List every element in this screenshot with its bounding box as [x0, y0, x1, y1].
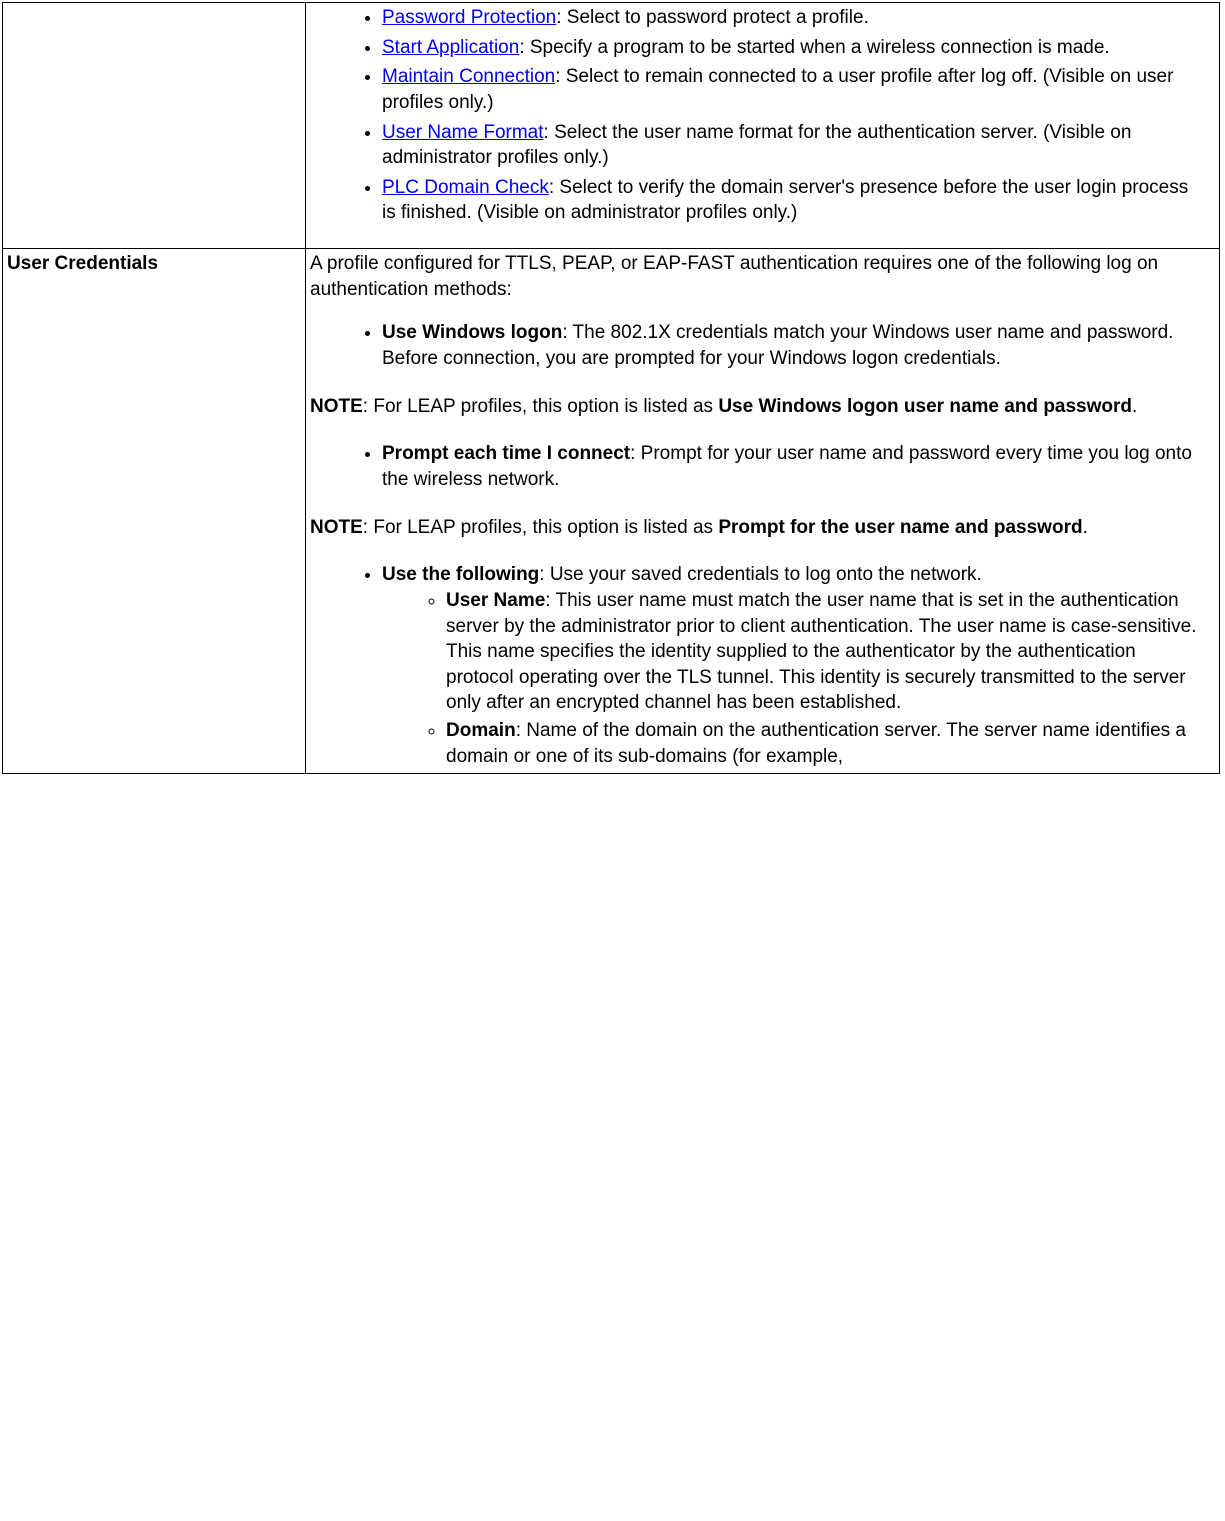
note-mid: : For LEAP profiles, this option is list…	[363, 517, 719, 538]
option-bold: Use the following	[382, 564, 539, 585]
list-item: Prompt each time I connect: Prompt for y…	[382, 441, 1205, 492]
list-item: Start Application: Specify a program to …	[382, 35, 1205, 61]
password-protection-link[interactable]: Password Protection	[382, 7, 556, 28]
list-item: Use the following: Use your saved creden…	[382, 562, 1205, 769]
maintain-connection-link[interactable]: Maintain Connection	[382, 66, 555, 87]
note-bold: Prompt for the user name and password	[718, 517, 1082, 538]
item-text: : Select to password protect a profile.	[556, 7, 869, 28]
settings-table: Password Protection: Select to password …	[2, 2, 1220, 774]
advanced-options-list: Password Protection: Select to password …	[348, 5, 1215, 226]
user-credentials-label: User Credentials	[3, 249, 306, 774]
sub-text: : This user name must match the user nam…	[446, 590, 1197, 714]
list-item: User Name Format: Select the user name f…	[382, 120, 1205, 171]
list-item: User Name: This user name must match the…	[446, 588, 1205, 716]
sub-bold: Domain	[446, 720, 516, 741]
user-name-format-link[interactable]: User Name Format	[382, 122, 544, 143]
option-bold: Use Windows logon	[382, 322, 562, 343]
option-bold: Prompt each time I connect	[382, 443, 630, 464]
note-1: NOTE: For LEAP profiles, this option is …	[310, 394, 1215, 420]
row-1-content-cell: Password Protection: Select to password …	[306, 3, 1220, 249]
use-following-sublist: User Name: This user name must match the…	[412, 588, 1205, 769]
credentials-intro: A profile configured for TTLS, PEAP, or …	[310, 251, 1215, 302]
list-item: Maintain Connection: Select to remain co…	[382, 64, 1205, 115]
note-2: NOTE: For LEAP profiles, this option is …	[310, 515, 1215, 541]
note-post: .	[1132, 396, 1137, 417]
note-mid: : For LEAP profiles, this option is list…	[363, 396, 719, 417]
sub-bold: User Name	[446, 590, 545, 611]
note-post: .	[1083, 517, 1088, 538]
row-1-label-cell	[3, 3, 306, 249]
plc-domain-check-link[interactable]: PLC Domain Check	[382, 177, 549, 198]
user-credentials-content: A profile configured for TTLS, PEAP, or …	[306, 249, 1220, 774]
note-label: NOTE	[310, 396, 363, 417]
list-item: Use Windows logon: The 802.1X credential…	[382, 320, 1205, 371]
option-text: : Use your saved credentials to log onto…	[539, 564, 982, 585]
list-item: Password Protection: Select to password …	[382, 5, 1205, 31]
list-item: PLC Domain Check: Select to verify the d…	[382, 175, 1205, 226]
credentials-list-2: Prompt each time I connect: Prompt for y…	[348, 441, 1215, 492]
item-text: : Specify a program to be started when a…	[519, 37, 1109, 58]
note-label: NOTE	[310, 517, 363, 538]
credentials-list-3: Use the following: Use your saved creden…	[348, 562, 1215, 769]
start-application-link[interactable]: Start Application	[382, 37, 519, 58]
list-item: Domain: Name of the domain on the authen…	[446, 718, 1205, 769]
sub-text: : Name of the domain on the authenticati…	[446, 720, 1186, 767]
note-bold: Use Windows logon user name and password	[718, 396, 1132, 417]
credentials-list-1: Use Windows logon: The 802.1X credential…	[348, 320, 1215, 371]
